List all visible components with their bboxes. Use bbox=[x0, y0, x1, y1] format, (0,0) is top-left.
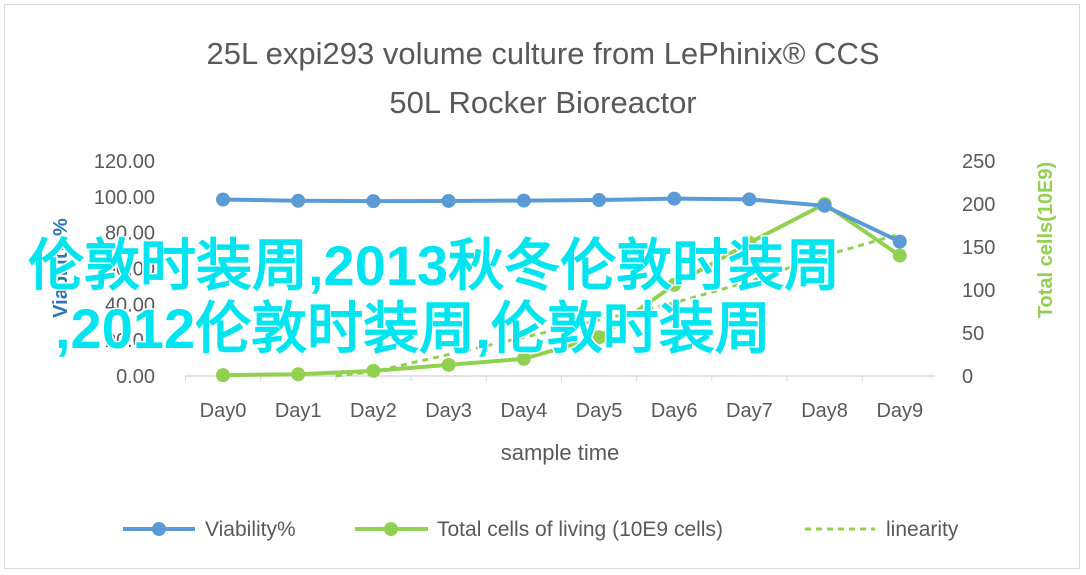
legend-label-viability: Viability% bbox=[205, 518, 296, 541]
right-tick-label: 150 bbox=[962, 237, 995, 259]
legend: Viability% Total cells of living (10E9 c… bbox=[123, 518, 959, 541]
y-axis-label-left: Viability % bbox=[50, 218, 72, 318]
legend-label-total-cells: Total cells of living (10E9 cells) bbox=[437, 518, 723, 541]
right-tick-label: 0 bbox=[962, 366, 973, 388]
left-tick-label: 40.00 bbox=[105, 294, 155, 316]
data-point-viability bbox=[291, 193, 306, 208]
x-axis-label: sample time bbox=[501, 440, 620, 465]
chart-frame bbox=[4, 4, 1080, 569]
x-tick-label: Day4 bbox=[500, 400, 547, 422]
x-tick-label: Day6 bbox=[651, 400, 698, 422]
legend-label-linearity: linearity bbox=[886, 518, 959, 541]
x-tick-label: Day1 bbox=[275, 400, 322, 422]
series-line-total-cells bbox=[222, 201, 901, 378]
chart-title-line2: 50L Rocker Bioreactor bbox=[389, 85, 696, 120]
legend-marker-total-cells bbox=[384, 522, 398, 536]
data-point-viability bbox=[516, 193, 531, 208]
left-tick-label: 100.00 bbox=[94, 187, 155, 209]
legend-item-linearity: linearity bbox=[805, 518, 959, 541]
right-tick-label: 50 bbox=[962, 323, 984, 345]
data-point-total-cells bbox=[216, 368, 230, 383]
overlay-text-line2: ,2012伦敦时装周,伦敦时装周 bbox=[55, 297, 771, 360]
data-point-viability bbox=[667, 191, 682, 206]
left-tick-label: 80.00 bbox=[105, 223, 155, 245]
data-point-viability bbox=[441, 193, 456, 208]
data-point-viability bbox=[216, 192, 230, 207]
data-point-viability bbox=[817, 198, 832, 213]
left-tick-label: 0.00 bbox=[116, 366, 155, 388]
x-tick-label: Day8 bbox=[801, 400, 848, 422]
right-y-axis-ticks: 0 50 100 150 200 250 bbox=[962, 151, 995, 388]
legend-marker-viability bbox=[152, 522, 166, 536]
x-tick-label: Day3 bbox=[425, 400, 472, 422]
series-layer bbox=[216, 191, 907, 383]
legend-item-viability: Viability% bbox=[123, 518, 296, 541]
left-tick-label: 20.00 bbox=[105, 330, 155, 352]
data-point-viability bbox=[742, 192, 757, 207]
x-tick-label: Day9 bbox=[876, 400, 923, 422]
data-point-viability bbox=[366, 194, 381, 209]
series-line-linearity bbox=[335, 232, 901, 378]
right-tick-label: 250 bbox=[962, 151, 995, 173]
data-point-viability bbox=[592, 193, 606, 208]
data-point-total-cells bbox=[441, 357, 456, 372]
left-tick-label: 120.00 bbox=[94, 151, 155, 173]
data-point-total-cells bbox=[667, 277, 682, 292]
data-point-total-cells bbox=[742, 235, 757, 250]
data-point-total-cells bbox=[366, 363, 381, 378]
left-tick-label: 60.00 bbox=[105, 259, 155, 281]
x-axis-ticks: Day0 Day1 Day2 Day3 Day4 Day5 Day6 Day7 Day8 Day9 bbox=[184, 376, 923, 422]
y-axis-label-right: Total cells(10E9) bbox=[1035, 162, 1057, 318]
left-y-axis-ticks: 0.00 20.00 40.00 60.00 80.00 100.00 120.00 bbox=[94, 151, 155, 388]
data-point-viability bbox=[892, 234, 907, 249]
data-point-total-cells bbox=[291, 367, 306, 382]
chart-title-line1: 25L expi293 volume culture from LePhinix… bbox=[206, 36, 879, 71]
right-tick-label: 100 bbox=[962, 280, 995, 302]
right-tick-label: 200 bbox=[962, 194, 995, 216]
x-tick-label: Day7 bbox=[726, 400, 773, 422]
overlay-text-line1: 伦敦时装周,2013秋冬伦敦时装周 bbox=[28, 234, 840, 297]
x-tick-label: Day0 bbox=[200, 400, 247, 422]
legend-item-total-cells: Total cells of living (10E9 cells) bbox=[355, 518, 723, 541]
x-tick-label: Day2 bbox=[350, 400, 397, 422]
series-line-viability bbox=[222, 196, 901, 244]
data-point-total-cells bbox=[592, 330, 606, 345]
x-tick-label: Day5 bbox=[576, 400, 623, 422]
data-point-total-cells bbox=[516, 351, 531, 366]
data-point-total-cells bbox=[892, 248, 907, 263]
